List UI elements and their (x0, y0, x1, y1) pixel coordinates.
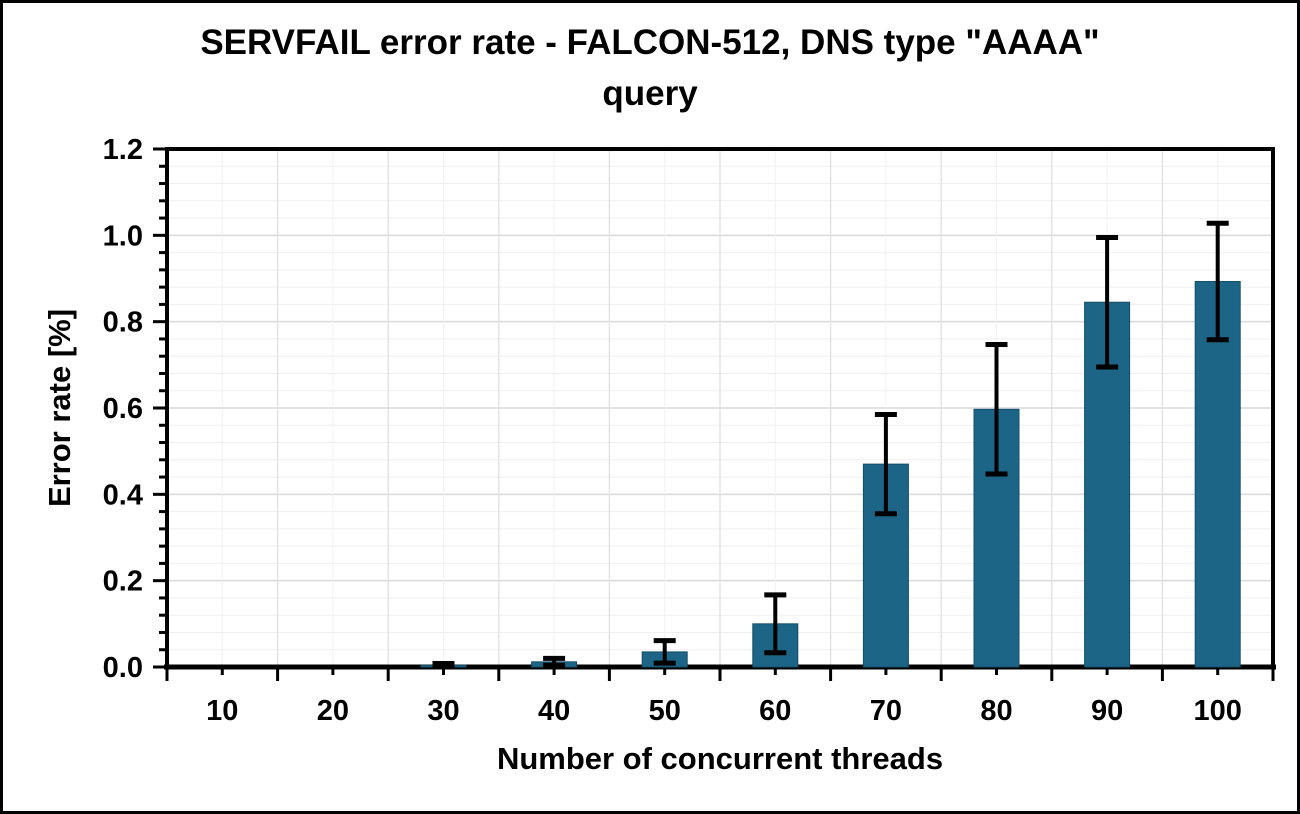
x-tick-label-20: 20 (317, 695, 349, 727)
y-tick-label-0.8: 0.8 (103, 307, 143, 339)
x-tick-label-40: 40 (538, 695, 570, 727)
x-tick-label-80: 80 (980, 695, 1012, 727)
plot-area: 0.0 0.2 0.4 0.6 0.8 1.0 1.2 10 20 30 40 50 60 70 80 90 1… (103, 134, 1276, 727)
chart-title: SERVFAIL error rate - FALCON-512, DNS ty… (3, 17, 1297, 119)
chart-title-line-2: query (602, 74, 698, 113)
x-tick-label-60: 60 (759, 695, 791, 727)
y-tick-label-0.2: 0.2 (103, 566, 143, 598)
x-tick-label-30: 30 (427, 695, 459, 727)
y-tick-label-0.4: 0.4 (103, 479, 143, 511)
x-tick-label-10: 10 (206, 695, 238, 727)
x-tick-label-90: 90 (1091, 695, 1123, 727)
y-tick-label-0.6: 0.6 (103, 393, 143, 425)
y-tick-label-0.0: 0.0 (103, 652, 143, 684)
bar-100 (1194, 281, 1241, 668)
x-axis-title: Number of concurrent threads (496, 741, 944, 776)
y-tick-label-1.0: 1.0 (103, 220, 143, 252)
chart-title-line-1: SERVFAIL error rate - FALCON-512, DNS ty… (200, 23, 1100, 62)
x-tick-label-100: 100 (1194, 695, 1242, 727)
x-tick-label-50: 50 (649, 695, 681, 727)
y-tick-label-1.2: 1.2 (103, 134, 143, 166)
x-tick-label-70: 70 (870, 695, 902, 727)
